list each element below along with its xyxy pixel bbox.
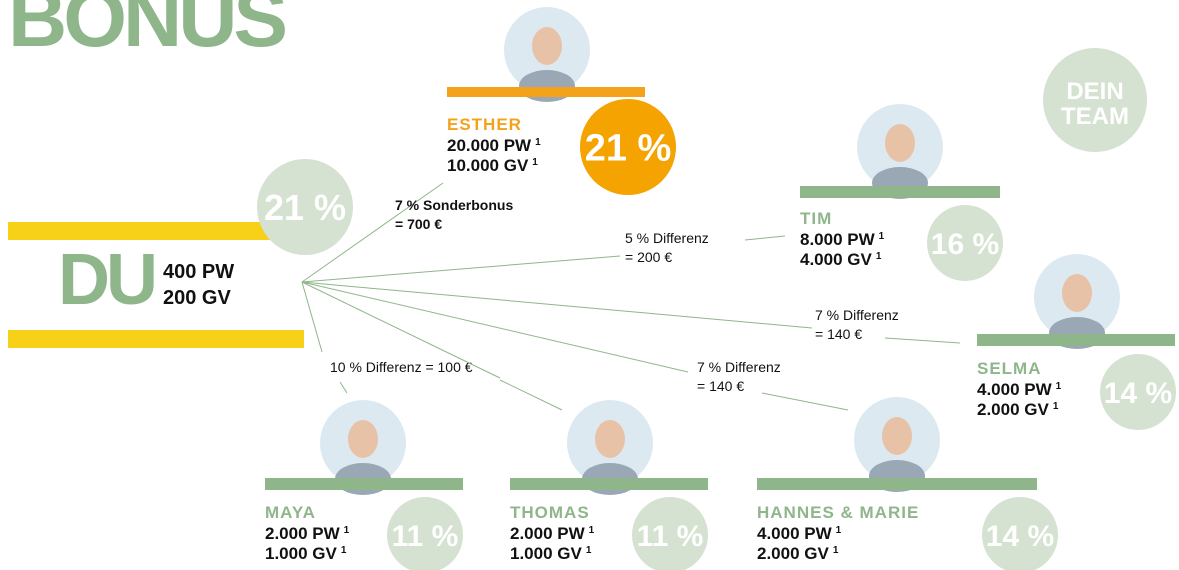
node-pw: 2.000 PW [510,524,586,543]
footnote-mark: 1 [836,525,842,536]
edge-label: = 140 € [815,326,862,342]
du-gv: 200 GV [163,287,231,309]
edge-line [762,393,848,410]
du-label: DU [58,240,154,320]
node-pw: 20.000 PW [447,136,532,155]
node-percent: 16 % [931,228,999,261]
node-gv: 1.000 GV [265,544,337,563]
node-pw: 4.000 PW [977,380,1053,399]
name-bar [757,478,1037,490]
footnote-mark: 1 [341,545,347,556]
edge-label: 7 % Sonderbonus [395,197,513,213]
edge-label: 10 % Differenz = 100 € [330,359,473,375]
edge-line [302,282,322,352]
node-name: MAYA [265,503,316,522]
node-name: ESTHER [447,115,522,134]
du-bar [8,222,304,240]
photo-face [1062,274,1092,312]
photo-face [348,420,378,458]
node-name: TIM [800,209,832,228]
du-pw: 400 PW [163,261,234,283]
node-name: THOMAS [510,503,590,522]
edge-line [745,236,785,240]
edge-line [500,380,562,410]
name-bar [510,478,708,490]
du-percent: 21 % [264,187,346,228]
title: BONUS [8,0,285,64]
footnote-mark: 1 [1053,401,1059,412]
photo-face [882,417,912,455]
footnote-mark: 1 [589,525,595,536]
edge-label: = 140 € [697,378,744,394]
node-percent: 14 % [1104,377,1172,410]
name-bar [447,87,645,97]
node-percent: 11 % [637,520,704,553]
node-pw: 2.000 PW [265,524,341,543]
footnote-mark: 1 [1056,381,1062,392]
footnote-mark: 1 [879,231,885,242]
node-gv: 2.000 GV [977,400,1049,419]
footnote-mark: 1 [833,545,839,556]
footnote-mark: 1 [344,525,350,536]
bonus-diagram: BONUS DEIN TEAM 7 % Sonderbonus = 700 € 5 … [0,0,1179,570]
node-gv: 2.000 GV [757,544,829,563]
photo-face [532,27,562,65]
name-bar [265,478,463,490]
footnote-mark: 1 [586,545,592,556]
edge-label: 7 % Differenz [815,307,899,323]
edge-label: 5 % Differenz [625,230,709,246]
name-bar [977,334,1175,346]
edge-label: = 700 € [395,216,442,232]
node-pw: 8.000 PW [800,230,876,249]
footnote-mark: 1 [535,137,541,148]
team-badge-text: TEAM [1061,103,1129,130]
node-gv: 4.000 GV [800,250,872,269]
node-gv: 1.000 GV [510,544,582,563]
photo-body [519,70,575,102]
node-percent: 11 % [392,520,459,553]
node-gv: 10.000 GV [447,156,529,175]
edge-line [885,338,960,343]
footnote-mark: 1 [876,251,882,262]
footnote-mark: 1 [532,157,538,168]
node-pw: 4.000 PW [757,524,833,543]
photo-face [885,124,915,162]
node-name: HANNES & MARIE [757,503,919,522]
du-bar [8,330,304,348]
photo-face [595,420,625,458]
name-bar [800,186,1000,198]
edge-label: 7 % Differenz [697,359,781,375]
edge-label: = 200 € [625,249,672,265]
edge-line [302,282,812,328]
edge-line [302,256,620,282]
node-percent: 14 % [986,520,1054,553]
edge-line [340,382,347,393]
node-name: SELMA [977,359,1042,378]
node-percent: 21 % [585,128,672,170]
team-badge-text: DEIN [1066,78,1123,105]
